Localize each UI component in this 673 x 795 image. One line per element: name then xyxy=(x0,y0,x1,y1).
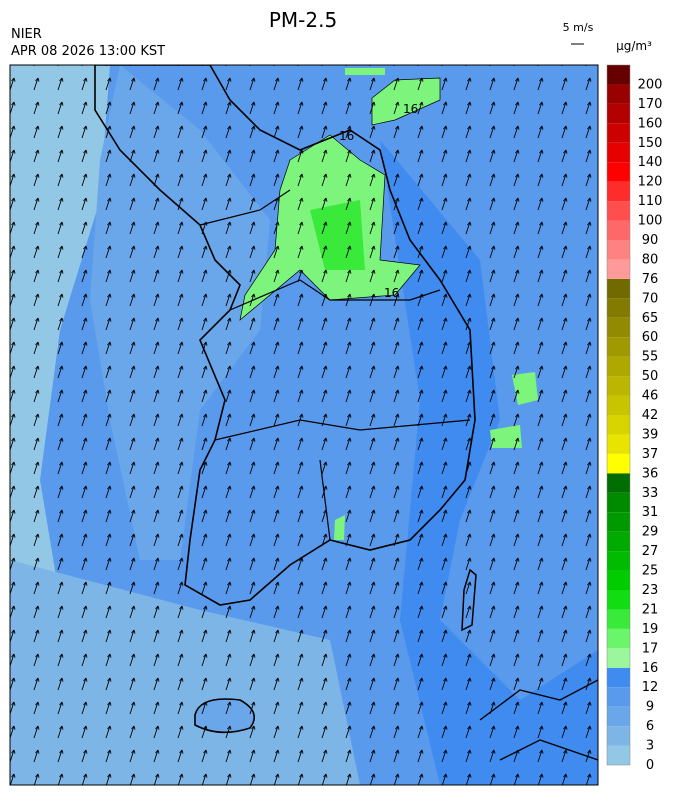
colorbar-label: 150 xyxy=(638,136,663,151)
colorbar-swatch xyxy=(607,142,630,163)
colorbar-swatch xyxy=(607,687,630,707)
colorbar-swatch xyxy=(607,220,630,240)
colorbar-label: 70 xyxy=(642,291,659,306)
colorbar-swatch xyxy=(607,745,630,765)
colorbar-swatch xyxy=(607,590,630,610)
colorbar-swatch xyxy=(607,531,630,552)
agency: NIER xyxy=(11,27,42,42)
colorbar-label: 21 xyxy=(642,602,659,617)
colorbar-label: 76 xyxy=(642,272,659,287)
colorbar-swatch xyxy=(607,259,630,279)
colorbar-swatch xyxy=(607,609,630,629)
colorbar-swatch xyxy=(607,512,630,532)
colorbar-label: 12 xyxy=(642,680,659,695)
colorbar-swatch xyxy=(607,570,630,590)
colorbar-label: 46 xyxy=(642,389,659,404)
colorbar-label: 80 xyxy=(642,252,659,267)
colorbar-label: 23 xyxy=(642,583,659,598)
colorbar-label: 16 xyxy=(642,661,659,676)
colorbar-swatch xyxy=(607,201,630,221)
colorbar-swatch xyxy=(607,162,630,182)
colorbar-swatch xyxy=(607,376,630,396)
colorbar-swatch xyxy=(607,473,630,493)
colorbar-swatch xyxy=(607,337,630,357)
colorbar-swatch xyxy=(607,667,630,688)
colorbar-label: 160 xyxy=(638,116,663,131)
colorbar-label: 6 xyxy=(646,719,654,734)
colorbar-swatch xyxy=(607,726,630,746)
colorbar-swatch xyxy=(607,706,630,727)
colorbar-swatch xyxy=(607,181,630,202)
colorbar-swatch xyxy=(607,298,630,318)
colorbar-label: 27 xyxy=(642,544,659,559)
colorbar-swatch xyxy=(607,648,630,668)
colorbar-swatch xyxy=(607,278,630,299)
title: PM-2.5 xyxy=(269,8,337,32)
colorbar-label: 90 xyxy=(642,233,659,248)
colorbar-label: 3 xyxy=(646,739,654,754)
colorbar-label: 60 xyxy=(642,330,659,345)
colorbar-label: 25 xyxy=(642,564,659,579)
colorbar-swatch xyxy=(607,453,630,474)
colorbar-label: 50 xyxy=(642,369,659,384)
colorbar-label: 170 xyxy=(638,97,663,112)
colorbar-swatch xyxy=(607,434,630,454)
colorbar-label: 17 xyxy=(642,641,659,656)
colorbar-label: 9 xyxy=(646,700,654,715)
colorbar-swatch xyxy=(607,317,630,338)
map: 16 16 16 xyxy=(10,65,598,785)
colorbar-label: 42 xyxy=(642,408,659,423)
colorbar-swatch xyxy=(607,415,630,435)
colorbar-label: 140 xyxy=(638,155,663,170)
wind-scale: 5 m/s xyxy=(563,21,594,34)
colorbar-label: 120 xyxy=(638,175,663,190)
colorbar-label: 33 xyxy=(642,486,659,501)
colorbar-label: 36 xyxy=(642,466,659,481)
wind-vectors xyxy=(10,65,598,785)
colorbar-swatch xyxy=(607,628,630,649)
timestamp: APR 08 2026 13:00 KST xyxy=(11,44,165,59)
colorbar-label: 100 xyxy=(638,214,663,229)
contour-label: 16 xyxy=(339,129,354,143)
colorbar-swatch xyxy=(607,492,630,513)
colorbar-label: 200 xyxy=(638,77,663,92)
colorbar-label: 19 xyxy=(642,622,659,637)
colorbar-swatch xyxy=(607,123,630,143)
colorbar-label: 0 xyxy=(646,758,654,773)
colorbar-swatch xyxy=(607,65,630,85)
colorbar-label: 55 xyxy=(642,350,659,365)
colorbar-swatch xyxy=(607,551,630,571)
colorbar-swatch xyxy=(607,395,630,415)
contour-label: 16 xyxy=(403,102,418,116)
colorbar-frame xyxy=(606,64,631,766)
colorbar-swatch xyxy=(607,240,630,260)
colorbar-swatch xyxy=(607,103,630,124)
map-frame xyxy=(9,64,599,786)
unit: μg/m³ xyxy=(616,39,652,53)
colorbar: 0369121617192123252729313336373942465055… xyxy=(606,64,663,773)
colorbar-label: 31 xyxy=(642,505,659,520)
colorbar-label: 39 xyxy=(642,427,659,442)
colorbar-swatch xyxy=(607,356,630,377)
colorbar-swatch xyxy=(607,84,630,104)
colorbar-label: 110 xyxy=(638,194,663,209)
colorbar-label: 65 xyxy=(642,311,659,326)
contour-label: 16 xyxy=(384,286,399,300)
colorbar-label: 37 xyxy=(642,447,659,462)
colorbar-label: 29 xyxy=(642,525,659,540)
